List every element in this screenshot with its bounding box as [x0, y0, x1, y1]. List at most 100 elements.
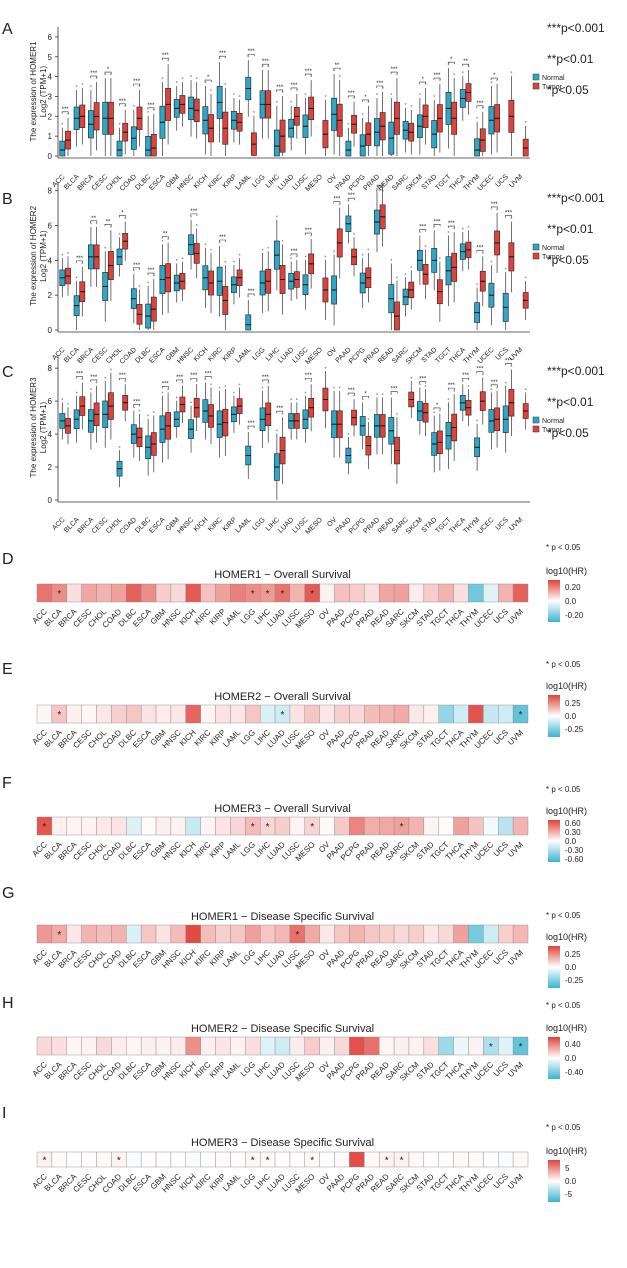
outlier-point — [476, 419, 479, 422]
outlier-point — [453, 73, 456, 76]
outlier-point — [496, 386, 498, 389]
heatmap-cell — [170, 1036, 186, 1056]
heatmap-cell — [200, 924, 216, 944]
outlier-point — [504, 267, 507, 270]
heatmap-cell — [379, 1036, 395, 1056]
heatmap-cell — [155, 704, 172, 724]
heatmap-cell — [259, 1036, 276, 1056]
x-tick-label: SKCM — [405, 346, 424, 365]
significance-label: ** — [335, 63, 340, 69]
heatmap-cell — [66, 1036, 82, 1056]
outlier-point — [90, 85, 92, 87]
legend-colorbar — [548, 695, 560, 737]
heatmap-cell — [96, 924, 112, 944]
significance-bracket — [433, 407, 441, 410]
legend-colorbar — [548, 1160, 560, 1202]
significance-star: * — [281, 710, 285, 721]
outlier-point — [253, 110, 255, 113]
heatmap-cell — [200, 704, 216, 724]
x-tick-label: UCS — [492, 948, 510, 966]
panel-letter-G: G — [2, 885, 14, 902]
heatmap-cell — [498, 1036, 514, 1056]
significance-label: *** — [176, 375, 184, 381]
significance-label: *** — [248, 421, 256, 427]
legend-label-tumor: Tumor — [542, 84, 563, 91]
legend-colorbar — [548, 820, 560, 862]
heatmap-cell — [36, 924, 53, 944]
heatmap-title: HOMER1 − Disease Specific Survival — [191, 911, 374, 923]
significance-label: *** — [448, 383, 456, 389]
outlier-point — [275, 101, 278, 103]
y-tick-label: 6 — [48, 33, 53, 42]
heatmap-cell — [81, 816, 97, 836]
x-tick-label: KIRC — [193, 948, 213, 968]
heatmap-cell — [126, 1151, 142, 1168]
x-tick-label: HNSC — [176, 516, 195, 535]
significance-star: * — [251, 822, 255, 833]
x-tick-label: KIRC — [207, 173, 224, 190]
significance-star: * — [281, 589, 285, 600]
heatmap-cell — [483, 583, 499, 603]
significance-label: *** — [348, 91, 356, 97]
heatmap-cell — [334, 704, 350, 724]
outlier-point — [447, 231, 450, 233]
heatmap-cell — [498, 583, 514, 603]
heatmap-cell — [483, 1151, 499, 1168]
y-tick-label: 4 — [48, 73, 53, 82]
significance-key-item: ***p<0.001 — [547, 364, 605, 378]
significance-bracket — [262, 379, 269, 382]
outlier-point — [181, 381, 184, 384]
significance-key-item: ***p<0.001 — [547, 21, 605, 35]
significance-label: *** — [76, 372, 84, 378]
heatmap-cell — [498, 1151, 514, 1168]
x-tick-label: KIRC — [193, 728, 213, 748]
legend-tick-label: 0.0 — [565, 837, 577, 846]
outlier-point — [333, 250, 335, 253]
heatmap-cell — [66, 1151, 82, 1168]
outlier-point — [496, 208, 498, 211]
significance-label: *** — [391, 386, 399, 392]
x-tick-label: ESCA — [148, 173, 167, 192]
outlier-point — [424, 245, 427, 247]
outlier-point — [510, 71, 513, 74]
heatmap-cell — [498, 816, 514, 836]
significance-label: * — [450, 57, 453, 63]
significance-bracket — [304, 73, 312, 77]
heatmap-cell — [364, 816, 380, 836]
significance-star: * — [57, 930, 61, 941]
x-tick-label: LGG — [251, 346, 266, 361]
significance-star: * — [400, 822, 404, 833]
outlier-point — [361, 112, 364, 115]
heatmap-cell — [111, 924, 127, 944]
outlier-point — [476, 116, 479, 119]
legend-tick-label: -0.60 — [565, 855, 584, 864]
outlier-point — [410, 104, 413, 107]
heatmap-cell — [453, 1036, 469, 1056]
heatmap-cell — [304, 1036, 320, 1056]
heatmap-cell — [334, 1036, 350, 1056]
outlier-point — [204, 378, 207, 381]
significance-label: *** — [133, 79, 141, 85]
legend-tick-label: 0.25 — [565, 699, 581, 708]
significance-label: *** — [462, 373, 470, 379]
y-tick-label: 6 — [48, 397, 53, 406]
significance-bracket — [347, 392, 355, 396]
outlier-point — [233, 93, 235, 95]
heatmap-cell — [453, 816, 469, 836]
significance-star: * — [42, 1156, 46, 1167]
heatmap-cell — [230, 816, 246, 836]
significance-star: * — [57, 710, 61, 721]
significance-bracket — [376, 85, 384, 88]
heatmap-cell — [126, 816, 142, 836]
outlier-point — [175, 396, 178, 399]
heatmap-cell — [349, 924, 365, 944]
significance-bracket — [161, 386, 169, 389]
legend-label-normal: Normal — [542, 75, 565, 82]
outlier-point — [247, 295, 250, 298]
significance-label: *** — [219, 51, 227, 57]
heatmap-cell — [379, 816, 395, 836]
significance-label: *** — [133, 263, 141, 269]
heatmap-title: HOMER3 − Overall Survival — [214, 803, 351, 815]
heatmap-cell — [111, 816, 127, 836]
outlier-point — [67, 403, 69, 405]
